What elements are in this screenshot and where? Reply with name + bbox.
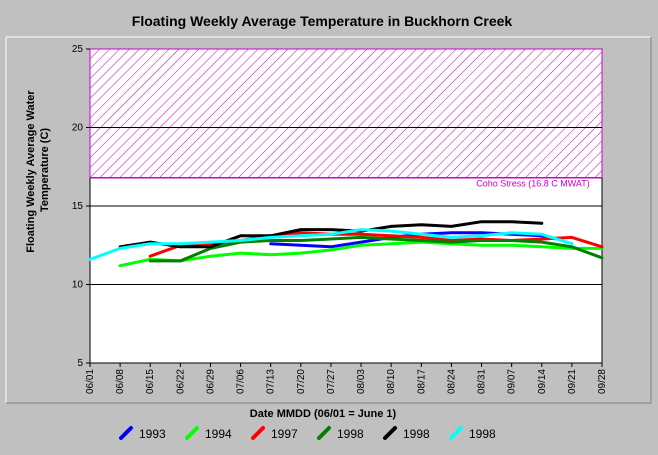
- y-axis-label-line1: Floating Weekly Average Water: [25, 90, 37, 253]
- y-tick-label: 5: [77, 358, 83, 369]
- legend-label-5: 1998: [469, 427, 496, 441]
- legend-swatch-0: [119, 426, 133, 440]
- x-tick-label: 09/07: [507, 369, 518, 394]
- legend-swatch-3: [317, 426, 331, 440]
- legend-swatch-5: [449, 426, 463, 440]
- x-tick-label: 08/10: [386, 369, 397, 394]
- y-tick-label: 20: [72, 123, 84, 134]
- x-tick-label: 09/14: [537, 369, 548, 394]
- legend-swatch-1: [185, 426, 199, 440]
- x-tick-label: 06/15: [145, 369, 156, 394]
- x-tick-label: 09/21: [567, 369, 578, 394]
- series-line-4: [118, 220, 544, 249]
- series-line-1: [118, 240, 604, 268]
- legend-swatch-4: [383, 426, 397, 440]
- series-line-5: [88, 228, 574, 261]
- series-line-3: [148, 235, 604, 263]
- x-tick-label: 06/01: [85, 369, 96, 394]
- x-tick-label: 06/22: [175, 369, 186, 394]
- x-tick-label: 08/17: [416, 369, 427, 394]
- stress-band: [90, 49, 602, 178]
- x-tick-label: 08/24: [446, 369, 457, 394]
- legend-label-1: 1994: [205, 427, 232, 441]
- x-tick-label: 07/13: [266, 369, 277, 394]
- chart-title: Floating Weekly Average Temperature in B…: [132, 13, 513, 29]
- x-tick-label: 07/06: [236, 369, 247, 394]
- y-axis-label: Floating Weekly Average Water Temperatur…: [25, 87, 51, 252]
- x-tick-label: 08/31: [477, 369, 488, 394]
- legend-label-0: 1993: [139, 427, 166, 441]
- legend-swatch-2: [251, 426, 265, 440]
- legend-label-4: 1998: [403, 427, 430, 441]
- x-tick-label: 07/27: [326, 369, 337, 394]
- legend-label-3: 1998: [337, 427, 364, 441]
- x-tick-label: 08/03: [356, 369, 367, 394]
- legend: 1993 1994 1997 1998 1998 1998: [119, 426, 496, 441]
- x-tick-label: 09/28: [597, 369, 608, 394]
- stress-band-label: Coho Stress (16.8 C MWAT): [476, 179, 590, 189]
- x-tick-label: 06/08: [115, 369, 126, 394]
- y-axis-label-line2: Temperature (C): [39, 128, 51, 212]
- y-tick-label: 25: [72, 44, 84, 55]
- x-axis-label: Date MMDD (06/01 = June 1): [250, 408, 397, 420]
- y-tick-label: 10: [72, 280, 84, 291]
- x-tick-label: 07/20: [296, 369, 307, 394]
- plot-area: Coho Stress (16.8 C MWAT) 5 10 15 20 25 06/01 0…: [72, 44, 608, 394]
- y-tick-label: 15: [72, 201, 84, 212]
- legend-label-2: 1997: [271, 427, 298, 441]
- x-tick-label: 06/29: [205, 369, 216, 394]
